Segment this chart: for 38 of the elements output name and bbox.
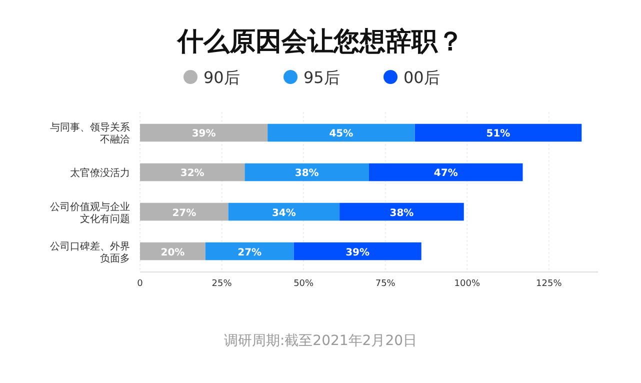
data-label: 27% (172, 208, 196, 219)
x-tick-label: 50% (294, 279, 314, 289)
bar (414, 124, 582, 142)
bar (205, 242, 294, 260)
bar (228, 202, 340, 221)
data-label: 51% (486, 128, 510, 140)
bar (369, 163, 523, 182)
y-tick-label: 与同事、领导关系不融洽 (50, 122, 130, 146)
y-tick-label: 太官僚没活力 (70, 167, 130, 180)
x-tick-label: 0 (137, 279, 144, 289)
data-label: 39% (346, 247, 370, 258)
bar (244, 163, 369, 182)
data-label: 39% (192, 128, 216, 140)
data-label: 32% (180, 168, 204, 180)
x-tick-label: 75% (375, 279, 396, 289)
bar (140, 124, 268, 142)
x-tick-label: 100% (454, 279, 480, 289)
data-label: 45% (329, 128, 354, 140)
data-label: 27% (238, 247, 262, 258)
x-tick-label: 25% (212, 279, 232, 289)
bar (268, 124, 415, 142)
data-label: 38% (390, 208, 414, 219)
legend-label: 90后 (204, 68, 240, 87)
bar (294, 242, 422, 260)
legend-label: 00后 (404, 68, 440, 87)
data-label: 34% (272, 208, 296, 219)
y-tick-label: 公司口碑差、外界负面多 (50, 240, 130, 264)
legend-label: 95后 (304, 68, 340, 87)
bar (340, 202, 464, 221)
text: 调研周期:截至2021年2月20日 (224, 333, 418, 349)
y-tick-label: 公司价值观与企业文化有问题 (50, 200, 130, 225)
data-label: 20% (160, 247, 185, 258)
data-label: 47% (434, 168, 458, 180)
bar (140, 202, 228, 221)
x-tick-label: 125% (536, 279, 562, 289)
bar (140, 163, 245, 182)
data-label: 38% (294, 168, 319, 180)
chart-title: 什么原因会让您想辞职？ (176, 27, 464, 57)
